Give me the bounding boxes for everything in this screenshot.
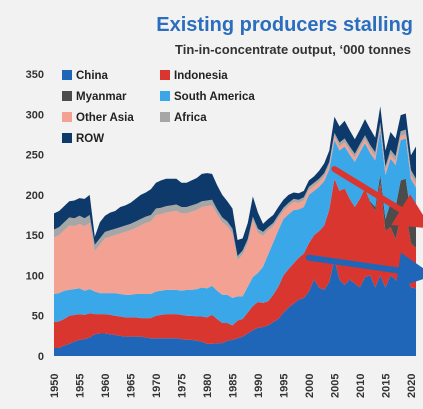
legend-label-south-america: South America: [174, 91, 255, 103]
legend-swatch-south-america: [160, 91, 170, 101]
x-tick-label: 2005: [329, 374, 341, 398]
area-south-america: [54, 130, 416, 326]
area-other-asia: [54, 126, 416, 298]
legend: China Indonesia Myanmar South America Other …: [62, 70, 255, 145]
y-tick-label: 350: [26, 69, 44, 81]
x-tick-label: 2000: [304, 374, 316, 398]
y-axis: 0 50 100 150 200 250 300 350: [26, 69, 44, 363]
y-tick-label: 100: [26, 270, 44, 282]
x-tick-label: 1975: [176, 374, 188, 398]
y-tick-label: 200: [26, 190, 44, 202]
legend-label-indonesia: Indonesia: [174, 70, 228, 82]
chart-title: Existing producers stalling: [156, 14, 413, 36]
y-tick-label: 0: [38, 351, 44, 363]
legend-label-row: ROW: [76, 133, 104, 145]
y-tick-label: 150: [26, 230, 44, 242]
legend-label-myanmar: Myanmar: [76, 91, 127, 103]
x-axis: 1950 1955 1960 1965 1970 1975 1980 1985 1990 1995…: [49, 374, 418, 398]
x-tick-label: 1955: [74, 374, 86, 398]
trend-arrow-2: [305, 252, 423, 289]
legend-swatch-indonesia: [160, 70, 170, 80]
x-tick-label: 2015: [380, 374, 392, 398]
x-tick-label: 1990: [253, 374, 265, 398]
legend-label-other-asia: Other Asia: [76, 112, 134, 124]
x-tick-label: 2010: [355, 374, 367, 398]
legend-swatch-china: [62, 70, 72, 80]
x-tick-label: 1985: [227, 374, 239, 398]
x-tick-label: 1960: [100, 374, 112, 398]
x-tick-label: 1980: [202, 374, 214, 398]
trend-arrow-1: [331, 166, 423, 229]
area-series-group: [54, 106, 416, 356]
x-tick-label: 1995: [278, 374, 290, 398]
legend-swatch-row: [62, 133, 72, 143]
y-tick-label: 300: [26, 109, 44, 121]
trend-arrows: [305, 166, 423, 289]
x-tick-label: 1965: [125, 374, 137, 398]
legend-swatch-africa: [160, 112, 170, 122]
y-tick-label: 250: [26, 150, 44, 162]
x-tick-label: 1970: [151, 374, 163, 398]
x-tick-label: 1950: [49, 374, 61, 398]
chart-subtitle: Tin-in-concentrate output, ‘000 tonnes: [175, 42, 411, 57]
x-tick-label: 2020: [406, 374, 418, 398]
legend-label-africa: Africa: [174, 112, 207, 124]
legend-swatch-other-asia: [62, 112, 72, 122]
legend-swatch-myanmar: [62, 91, 72, 101]
area-china: [54, 259, 416, 356]
y-tick-label: 50: [32, 311, 44, 323]
legend-label-china: China: [76, 70, 109, 82]
area-row: [54, 106, 416, 257]
